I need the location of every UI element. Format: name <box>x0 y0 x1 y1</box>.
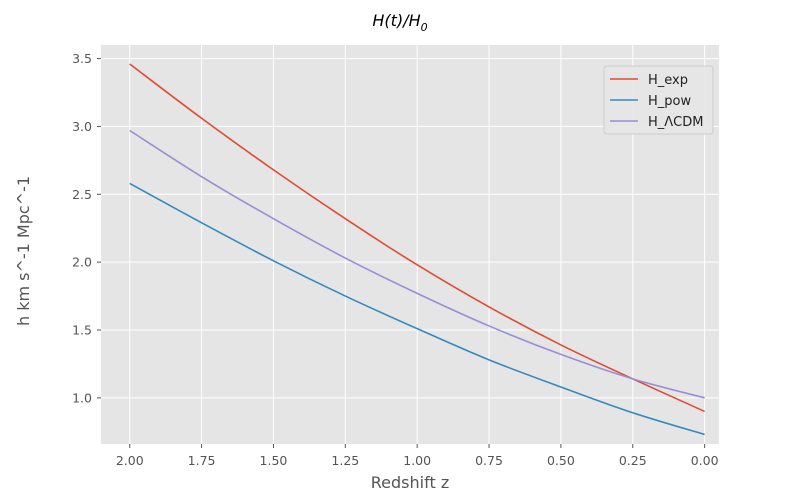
chart-title: H(t)/H0 <box>372 11 427 34</box>
x-tick-label: 1.25 <box>331 453 359 468</box>
series-line-3 <box>129 129 705 399</box>
x-tick-label: 0.50 <box>547 453 575 468</box>
series-line-1 <box>129 63 705 413</box>
chart-title-main: H(t)/H <box>372 11 420 30</box>
legend-label: H_pow <box>648 94 691 109</box>
x-tick-label: 0.00 <box>691 453 719 468</box>
series-line-2 <box>129 182 705 436</box>
x-tick-label: 0.75 <box>475 453 503 468</box>
x-axis-label: Redshift z <box>371 473 449 492</box>
y-tick-label: 1.0 <box>72 390 92 405</box>
y-tick-label: 2.0 <box>72 255 92 270</box>
x-tick-label: 0.25 <box>619 453 647 468</box>
legend-label: H_exp <box>648 73 688 88</box>
x-tick-label: 2.00 <box>116 453 144 468</box>
legend-label: H_ΛCDM <box>648 115 703 130</box>
x-tick-label: 1.50 <box>260 453 288 468</box>
y-tick-label: 3.5 <box>72 51 92 66</box>
x-tick-label: 1.75 <box>188 453 216 468</box>
y-axis-label: h km s^-1 Mpc^-1 <box>14 176 33 326</box>
x-tick-label: 1.00 <box>403 453 431 468</box>
y-tick-label: 2.5 <box>72 187 92 202</box>
chart-title-subscript: 0 <box>421 21 428 34</box>
legend-box <box>603 65 714 135</box>
y-tick-label: 3.0 <box>72 119 92 134</box>
legend: H_exp H_pow H_ΛCDM <box>603 65 714 135</box>
y-tick-label: 1.5 <box>72 323 92 338</box>
